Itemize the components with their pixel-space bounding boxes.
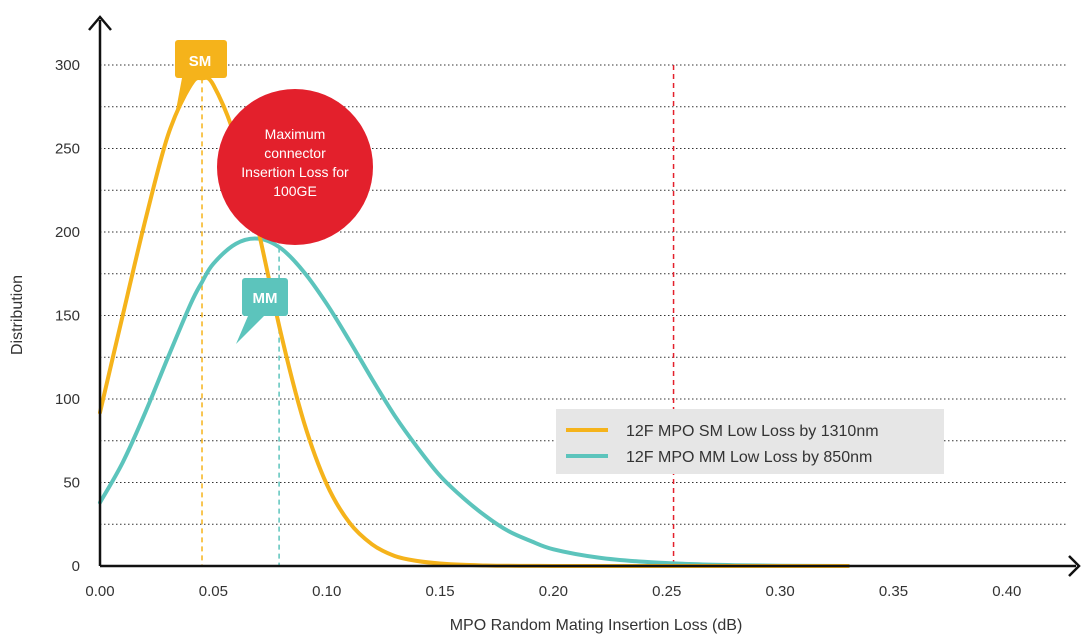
legend-label-sm: 12F MPO SM Low Loss by 1310nm [626, 423, 879, 440]
mm-callout-pointer [236, 316, 264, 344]
x-axis-title: MPO Random Mating Insertion Loss (dB) [450, 617, 743, 634]
y-tick-label: 150 [55, 308, 80, 325]
y-tick-label: 100 [55, 391, 80, 408]
legend: 12F MPO SM Low Loss by 1310nm 12F MPO MM… [556, 409, 944, 474]
sm-callout-pointer [176, 78, 198, 110]
x-tick-label: 0.10 [312, 583, 341, 600]
x-tick-label: 0.15 [425, 583, 454, 600]
mm-callout-box [242, 278, 288, 316]
x-tick-label: 0.40 [992, 583, 1021, 600]
legend-box [556, 409, 944, 474]
max-loss-annotation: Maximum connector Insertion Loss for 100… [217, 89, 373, 245]
sm-callout: SM [175, 40, 227, 110]
annotation-line-1: Maximum [265, 126, 326, 142]
x-axis-arrow [1068, 555, 1081, 577]
x-tick-label: 0.20 [539, 583, 568, 600]
annotation-line-2: connector [264, 145, 326, 161]
y-axis-arrow [88, 15, 112, 31]
x-tick-label: 0.00 [85, 583, 114, 600]
axes [88, 15, 1081, 577]
mm-callout-label: MM [253, 290, 278, 307]
x-tick-label: 0.25 [652, 583, 681, 600]
x-tick-label: 0.30 [765, 583, 794, 600]
y-tick-label: 200 [55, 224, 80, 241]
y-tick-label: 250 [55, 141, 80, 158]
sm-callout-label: SM [189, 53, 212, 70]
y-tick-label: 0 [72, 558, 80, 575]
tick-labels: 0.000.050.100.150.200.250.300.350.400.45… [55, 57, 1021, 600]
x-tick-label: 0.35 [879, 583, 908, 600]
mm-callout: MM [236, 278, 288, 344]
y-axis-title: Distribution [9, 275, 26, 355]
sm-callout-box [175, 40, 227, 78]
annotation-line-4: 100GE [273, 183, 317, 199]
y-tick-label: 300 [55, 57, 80, 74]
max-loss-circle [217, 89, 373, 245]
y-tick-label: 50 [63, 475, 80, 492]
annotation-line-3: Insertion Loss for [241, 164, 349, 180]
series-layer [98, 75, 851, 569]
legend-label-mm: 12F MPO MM Low Loss by 850nm [626, 449, 872, 466]
series-line-mm [98, 236, 851, 568]
x-tick-label: 0.05 [199, 583, 228, 600]
series-line-sm [98, 75, 851, 569]
